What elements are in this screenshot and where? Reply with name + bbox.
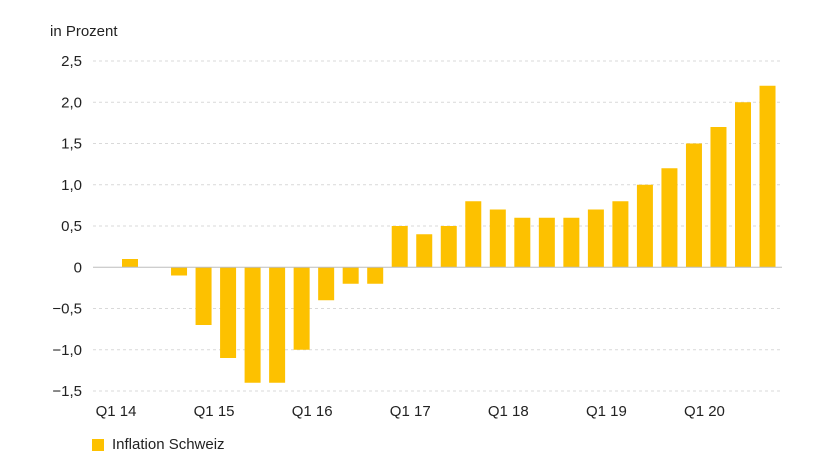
y-tick-label: 2,5 [61,53,82,70]
x-tick-label: Q1 16 [292,403,333,420]
y-tick-label: 1,0 [61,177,82,194]
bar [636,184,653,268]
bar [171,267,188,276]
y-tick-label: 1,5 [61,136,82,153]
x-tick-label: Q1 18 [488,403,529,420]
bar [563,217,580,268]
bar [685,143,702,268]
x-axis-tick-labels: Q1 14 Q1 15 Q1 16 Q1 17 Q1 18 Q1 19 Q1 20 [96,403,725,420]
y-axis-unit-label: in Prozent [50,23,118,40]
bar [538,217,555,268]
y-tick-label: −1,5 [52,383,82,400]
bar [367,267,384,284]
y-tick-label: 0,5 [61,218,82,235]
bar [195,267,212,325]
x-tick-label: Q1 17 [390,403,431,420]
bar [735,102,751,268]
bar [342,267,359,284]
bar [244,267,261,383]
legend-label: Inflation Schweiz [112,436,225,453]
bar [220,267,237,358]
y-tick-label: 2,0 [61,94,82,111]
x-tick-label: Q1 15 [194,403,235,420]
bar [391,226,408,268]
bar [710,127,727,268]
bar [489,209,506,268]
y-axis-tick-labels: 2,5 2,0 1,5 1,0 0,5 0 −0,5 −1,0 −1,5 [52,53,82,400]
bar [122,259,138,268]
bar [612,201,629,268]
bars [122,85,776,383]
bar [269,267,286,383]
y-tick-label: −1,0 [52,342,82,359]
x-tick-label: Q1 19 [586,403,627,420]
x-tick-label: Q1 20 [684,403,725,420]
bar [514,217,531,268]
legend: Inflation Schweiz [92,436,225,453]
bar [587,209,604,268]
legend-swatch [92,438,104,451]
bar [416,234,433,268]
bar [440,226,457,268]
y-tick-label: 0 [74,259,82,276]
y-tick-label: −0,5 [52,301,82,318]
bar [465,201,482,268]
bar [318,267,335,301]
bar [661,168,678,268]
bar [759,85,776,268]
grid-lines [93,60,782,392]
x-tick-label: Q1 14 [96,403,137,420]
bar [293,267,310,350]
